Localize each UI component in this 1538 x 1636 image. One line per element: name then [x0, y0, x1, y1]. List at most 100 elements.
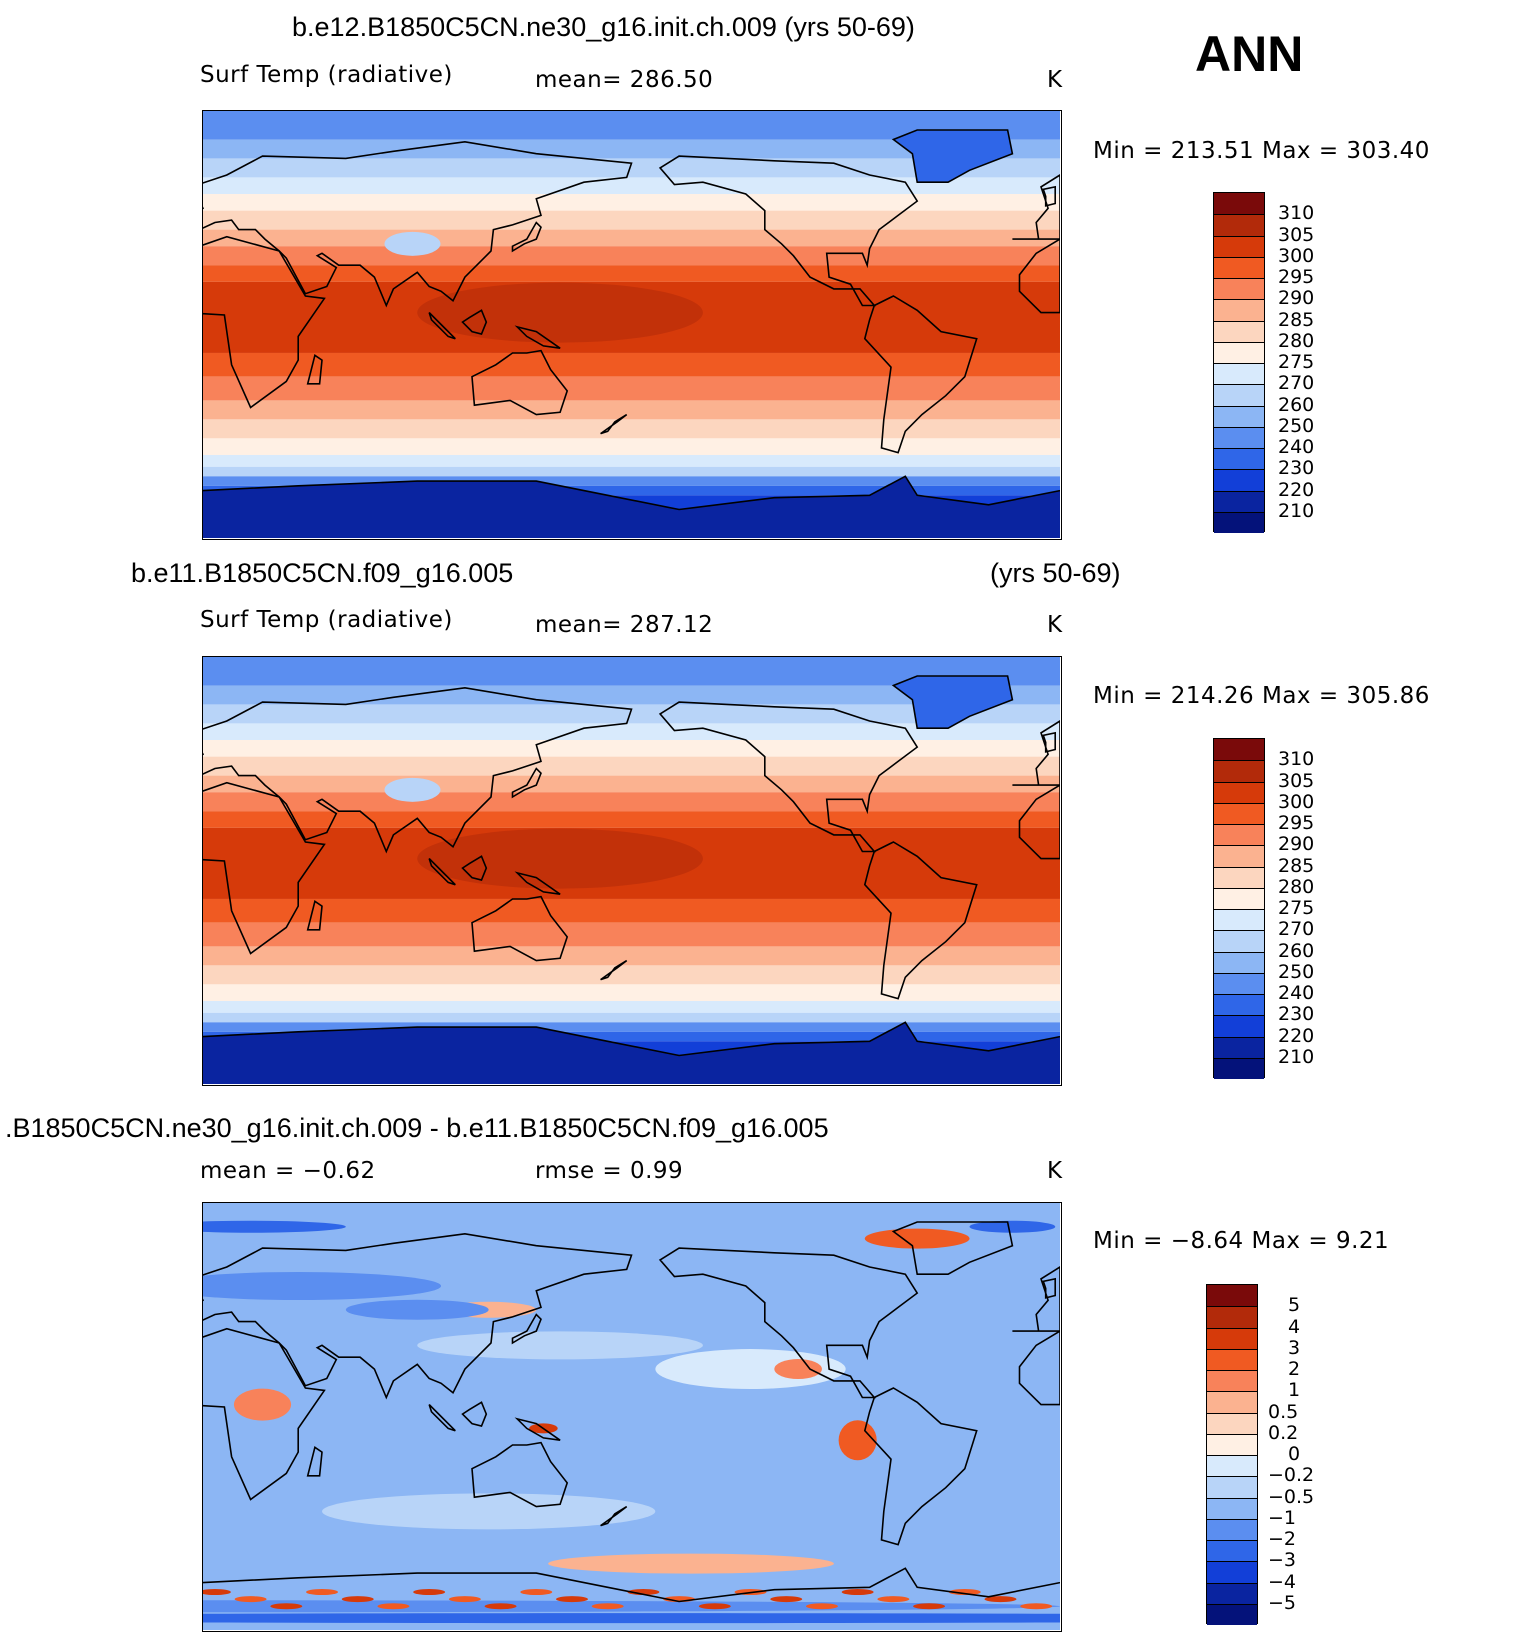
colorbar-swatch	[1207, 1327, 1257, 1349]
colorbar-swatch	[1207, 1306, 1257, 1328]
antarctica-cold	[203, 476, 1060, 538]
coastline-australia	[471, 895, 569, 962]
coastline-nz	[600, 413, 628, 435]
difference-streak	[877, 1596, 910, 1603]
panel3-map	[202, 1202, 1062, 1632]
colorbar-tick-label: 250	[1278, 960, 1315, 983]
colorbar-tick-label: 220	[1278, 1024, 1315, 1047]
colorbar-tick-label: −5	[1268, 1591, 1297, 1614]
colorbar-tick-label: 290	[1278, 833, 1315, 856]
difference-region	[774, 1359, 822, 1380]
colorbar-swatch	[1214, 490, 1264, 512]
coastline-antarctica	[203, 475, 1060, 511]
difference-streak	[555, 1596, 588, 1603]
coastline-madagascar	[306, 1445, 323, 1477]
coastline-africa_w	[1018, 784, 1060, 860]
coastline-europe_w	[1012, 720, 1060, 786]
difference-streak	[841, 1589, 874, 1596]
colorbar-tick-label: −2	[1268, 1528, 1297, 1550]
temperature-band	[203, 265, 1060, 282]
difference-streak	[520, 1589, 553, 1596]
colorbar-swatch	[1214, 972, 1264, 994]
colorbar-tick-label: 0.2	[1268, 1421, 1299, 1444]
temperature-band	[203, 704, 1060, 724]
coastline-japan	[511, 221, 542, 253]
difference-streak	[698, 1603, 731, 1610]
difference-streak	[377, 1603, 410, 1610]
colorbar-tick-label: 2	[1288, 1358, 1301, 1380]
coastline-uk	[1042, 185, 1057, 207]
colorbar-tick-label: −0.2	[1268, 1464, 1315, 1487]
colorbar-swatch	[1214, 951, 1264, 973]
coastline-japan	[511, 767, 542, 799]
tibet-cold-spot	[384, 777, 441, 802]
colorbar-swatch	[1207, 1412, 1257, 1434]
coastline-greenland	[891, 129, 1014, 183]
colorbar-swatch	[1207, 1497, 1257, 1519]
coastline-greenland	[891, 1221, 1014, 1275]
coastline-madagascar	[306, 353, 323, 385]
coastline-nz	[600, 959, 628, 981]
coastline-ng	[514, 1417, 561, 1441]
coastline-africa	[203, 781, 326, 955]
difference-streak	[805, 1603, 838, 1610]
colorbar-tick-label: 0	[1288, 1443, 1301, 1465]
panel1-units-label: K	[1047, 67, 1063, 93]
panel3-minmax-label: Min = −8.64 Max = 9.21	[1093, 1228, 1390, 1254]
difference-region	[838, 1420, 877, 1461]
temperature-band	[203, 984, 1060, 1001]
difference-region	[345, 1299, 489, 1320]
coastline-samerica	[863, 295, 978, 454]
temperature-band	[203, 946, 1060, 966]
colorbar-tick-label: 220	[1278, 478, 1315, 501]
colorbar-swatch	[1214, 193, 1264, 215]
temperature-band	[203, 210, 1060, 230]
difference-region	[322, 1493, 656, 1530]
colorbar-swatch	[1214, 781, 1264, 803]
colorbar-swatch	[1207, 1370, 1257, 1392]
greenland-cold	[893, 676, 1013, 729]
coastline-borneo	[461, 309, 488, 335]
colorbar-tick-label: −1	[1268, 1506, 1297, 1529]
coastline-japan	[511, 1313, 542, 1345]
coastline-sumatra	[428, 312, 456, 340]
colorbar-swatch	[1214, 845, 1264, 867]
colorbar-swatch	[1214, 278, 1264, 300]
temperature-band	[203, 476, 1060, 486]
difference-region	[203, 1220, 346, 1233]
colorbar-tick-label: 240	[1278, 982, 1315, 1004]
colorbar-tick-label: 295	[1278, 266, 1315, 288]
difference-streak	[591, 1603, 624, 1610]
colorbar-tick-label: 230	[1278, 1003, 1315, 1026]
temperature-band	[203, 775, 1060, 793]
difference-streak	[341, 1596, 374, 1603]
panel1-mean-label: mean= 286.50	[535, 67, 714, 93]
temperature-band	[203, 811, 1060, 828]
colorbar-swatch	[1214, 1015, 1264, 1037]
temperature-band	[203, 965, 1060, 985]
colorbar-tick-label: 285	[1278, 854, 1315, 877]
difference-streak	[270, 1603, 303, 1610]
colorbar-swatch	[1214, 887, 1264, 909]
panel1-colorbar	[1213, 192, 1265, 533]
colorbar-swatch	[1214, 930, 1264, 952]
coastline-australia	[471, 1441, 569, 1508]
panel1-map-svg	[203, 111, 1060, 538]
tibet-cold-spot	[384, 231, 441, 256]
difference-streak	[448, 1596, 481, 1603]
colorbar-tick-label: 5	[1288, 1294, 1301, 1317]
temperature-band	[203, 685, 1060, 705]
temperature-band	[203, 723, 1060, 741]
colorbar-tick-label: 230	[1278, 457, 1315, 480]
difference-streak	[413, 1589, 446, 1596]
colorbar-tick-label: 270	[1278, 918, 1315, 941]
colorbar-swatch	[1214, 448, 1264, 470]
panel1-map	[202, 110, 1062, 540]
colorbar-swatch	[1207, 1561, 1257, 1583]
colorbar-swatch	[1214, 341, 1264, 363]
temperature-band	[203, 139, 1060, 159]
temperature-band	[203, 229, 1060, 247]
coastline-samerica	[863, 1387, 978, 1546]
panel2-map-svg	[203, 657, 1060, 1084]
colorbar-tick-label: 310	[1278, 748, 1315, 771]
